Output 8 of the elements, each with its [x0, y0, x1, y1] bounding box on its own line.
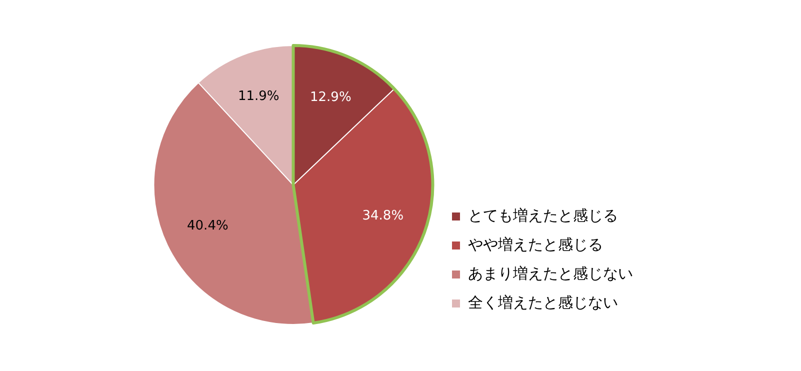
legend-label: あまり増えたと感じない: [468, 264, 633, 282]
legend-label: とても増えたと感じる: [468, 206, 618, 224]
legend-label: やや増えたと感じる: [468, 235, 603, 254]
data-label: 11.9%: [238, 89, 280, 104]
data-label: 34.8%: [362, 208, 404, 224]
data-label: 40.4%: [187, 218, 228, 234]
data-label: 12.9%: [310, 90, 352, 106]
legend-label: 全く増えたと感じない: [468, 293, 618, 312]
